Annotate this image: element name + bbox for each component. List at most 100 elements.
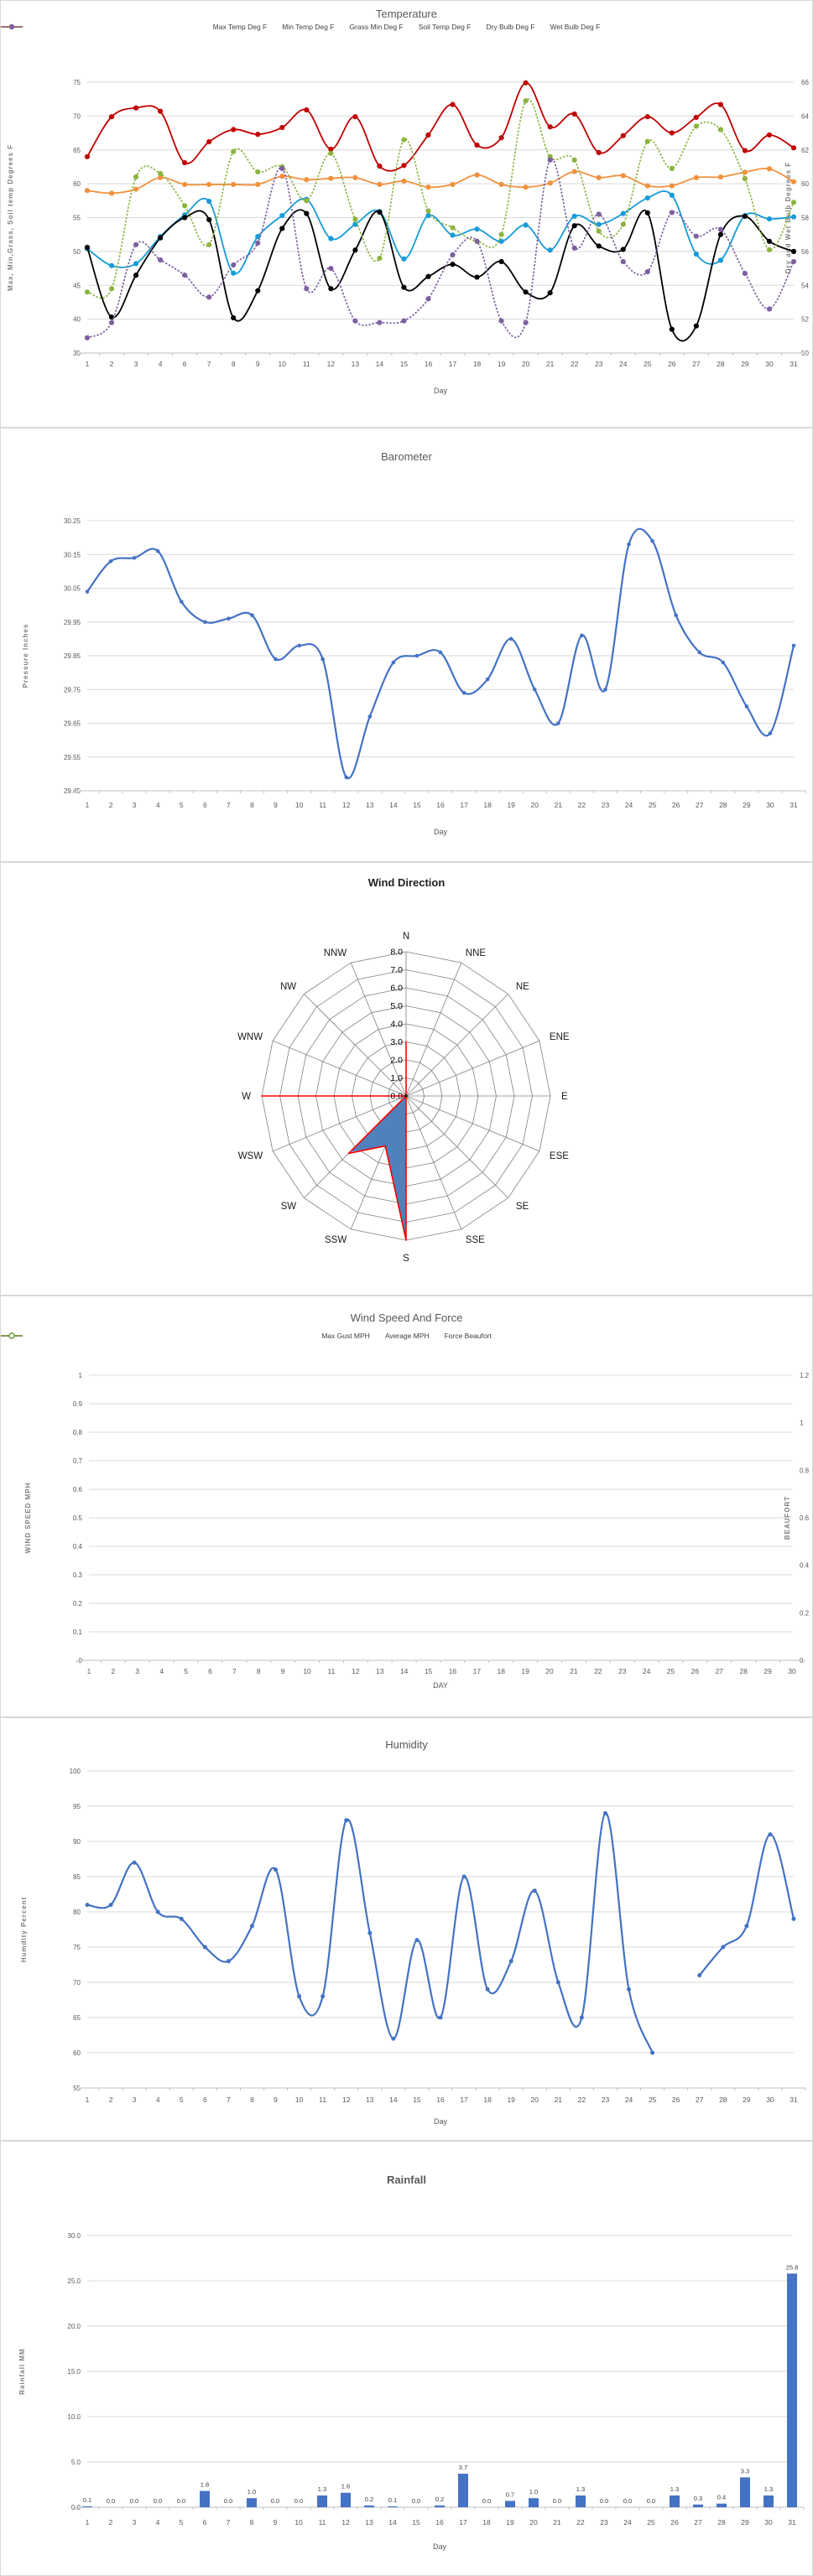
- x-axis-title: Day: [434, 828, 448, 836]
- svg-text:1.0: 1.0: [390, 1073, 403, 1083]
- svg-text:E: E: [561, 1092, 568, 1102]
- svg-text:SSE: SSE: [466, 1235, 485, 1245]
- svg-text:24: 24: [625, 2096, 633, 2104]
- svg-text:7: 7: [227, 801, 231, 809]
- svg-text:11: 11: [319, 2518, 326, 2527]
- svg-text:20: 20: [531, 2096, 539, 2104]
- svg-text:8: 8: [250, 801, 254, 809]
- svg-text:10: 10: [294, 2518, 303, 2527]
- svg-text:27: 27: [716, 1667, 724, 1675]
- svg-text:20.0: 20.0: [67, 2323, 81, 2330]
- svg-text:8: 8: [250, 2096, 254, 2104]
- svg-text:1.3: 1.3: [576, 2485, 585, 2493]
- svg-text:0.6: 0.6: [800, 1514, 810, 1522]
- svg-text:13: 13: [352, 360, 360, 368]
- humidity-panel: Humidity 55 60 65 70 75 80 85 90 95 100 1 2 3 4 5 6 7 8 9 1…: [0, 1717, 813, 2141]
- svg-text:ESE: ESE: [550, 1151, 569, 1161]
- svg-text:13: 13: [366, 801, 374, 809]
- x-tick-labels: 1 2 3 4 5 6 7 8 9 10 11 12 13 14 15 16 17 18 19 20 21 22 23 24 2…: [86, 2518, 796, 2527]
- legend-marker-icon: [1, 23, 23, 30]
- svg-text:30.05: 30.05: [64, 585, 81, 593]
- svg-text:23: 23: [618, 1667, 627, 1675]
- legend-item-min-temp-deg-f: Min Temp Deg F: [1, 23, 334, 31]
- left-axis-title: Rainfall MM: [18, 2348, 26, 2394]
- wind-speed-title: Wind Speed And Force: [350, 1311, 463, 1324]
- svg-text:21: 21: [553, 2518, 561, 2527]
- gridlines: [87, 1770, 794, 2089]
- svg-text:20: 20: [531, 801, 539, 809]
- series-soil-temp-deg-f: [84, 166, 797, 196]
- svg-text:1.6: 1.6: [341, 2483, 350, 2490]
- svg-text:22: 22: [578, 2096, 586, 2104]
- svg-text:4: 4: [159, 1667, 164, 1675]
- svg-text:15.0: 15.0: [67, 2368, 81, 2376]
- svg-text:27: 27: [696, 2096, 704, 2104]
- svg-text:66: 66: [801, 79, 809, 86]
- legend-item-wet-bulb-deg-f: Wet Bulb Deg F: [1, 23, 600, 31]
- temperature-legend: Max Temp Deg F Min Temp Deg F Grass Min De…: [1, 23, 812, 31]
- svg-text:19: 19: [521, 1667, 529, 1675]
- gridlines: [87, 2235, 792, 2508]
- x-tick-labels: 1 2 3 4 5 6 7 8 9 10 11 12 13 14 15 16 17 18 19 20 21 22 23 24 2…: [87, 1667, 796, 1675]
- svg-text:20: 20: [529, 2518, 538, 2527]
- svg-text:30.25: 30.25: [64, 517, 81, 525]
- svg-text:5: 5: [184, 1667, 188, 1675]
- svg-text:1: 1: [86, 801, 90, 809]
- svg-text:20: 20: [545, 1667, 554, 1675]
- x-axis-title: Day: [433, 2542, 447, 2551]
- svg-text:70: 70: [73, 1979, 81, 1987]
- svg-text:28: 28: [719, 801, 727, 809]
- svg-text:11: 11: [328, 1667, 336, 1675]
- svg-text:14: 14: [389, 801, 398, 809]
- svg-text:12: 12: [327, 360, 336, 368]
- svg-text:25: 25: [644, 360, 652, 368]
- svg-text:80: 80: [73, 1909, 81, 1916]
- x-tick-labels: 1 2 3 4 5 6 7 8 9 10 11 12 13 14 15 16 17 18 19 20 21 22 23 24 2…: [86, 2096, 798, 2104]
- x-axis-title: Day: [434, 2117, 448, 2126]
- legend-item-average-mph: Average MPH: [1, 1332, 430, 1340]
- svg-text:0.2: 0.2: [365, 2496, 373, 2503]
- svg-text:15: 15: [413, 801, 421, 809]
- svg-text:8: 8: [232, 360, 236, 368]
- legend-item-force-beaufort: Force Beaufort: [1, 1332, 492, 1340]
- humidity-title: Humidity: [385, 1738, 428, 1751]
- legend-marker-icon: [1, 1332, 23, 1339]
- svg-text:25: 25: [667, 1667, 675, 1675]
- svg-text:17: 17: [460, 2096, 468, 2104]
- svg-text:30: 30: [765, 360, 774, 368]
- x-axis-ticks: [75, 2507, 805, 2510]
- svg-text:10: 10: [295, 801, 304, 809]
- svg-text:0.2: 0.2: [73, 1600, 83, 1607]
- svg-text:31: 31: [790, 2096, 798, 2104]
- svg-text:29: 29: [743, 801, 751, 809]
- svg-text:18: 18: [483, 2096, 492, 2104]
- svg-text:2.0: 2.0: [390, 1056, 403, 1066]
- svg-text:4: 4: [159, 360, 163, 368]
- svg-text:65: 65: [73, 147, 81, 154]
- svg-text:1.3: 1.3: [764, 2485, 773, 2493]
- radar-center-dot: [404, 1094, 408, 1098]
- x-tick-labels: 1 2 3 4 6 7 8 9 10 11 12 13 14 15 16 17 18 19 20 21 22 23 24 25…: [86, 360, 798, 368]
- svg-text:21: 21: [555, 801, 563, 809]
- svg-text:23: 23: [595, 360, 603, 368]
- svg-text:60: 60: [73, 2049, 81, 2057]
- svg-text:0.0: 0.0: [130, 2497, 138, 2505]
- x-axis-title: Day: [434, 387, 448, 395]
- svg-text:1: 1: [86, 360, 90, 368]
- svg-text:20: 20: [522, 360, 530, 368]
- svg-text:1: 1: [79, 1372, 83, 1379]
- svg-text:64: 64: [801, 112, 809, 120]
- svg-text:1.0: 1.0: [248, 2488, 256, 2496]
- y-tick-labels: 29.45 29.55 29.65 29.75 29.85 29.95 30.05 30.15…: [64, 517, 81, 795]
- svg-text:19: 19: [507, 801, 515, 809]
- svg-text:56: 56: [801, 248, 809, 256]
- svg-text:25: 25: [649, 2096, 657, 2104]
- svg-text:30: 30: [788, 1667, 796, 1675]
- svg-text:0.0: 0.0: [412, 2497, 420, 2505]
- svg-text:0.5: 0.5: [73, 1514, 83, 1522]
- svg-text:26: 26: [670, 2518, 679, 2527]
- svg-text:0.0: 0.0: [271, 2497, 279, 2505]
- x-axis-ticks: [75, 2088, 806, 2090]
- svg-text:28: 28: [717, 360, 725, 368]
